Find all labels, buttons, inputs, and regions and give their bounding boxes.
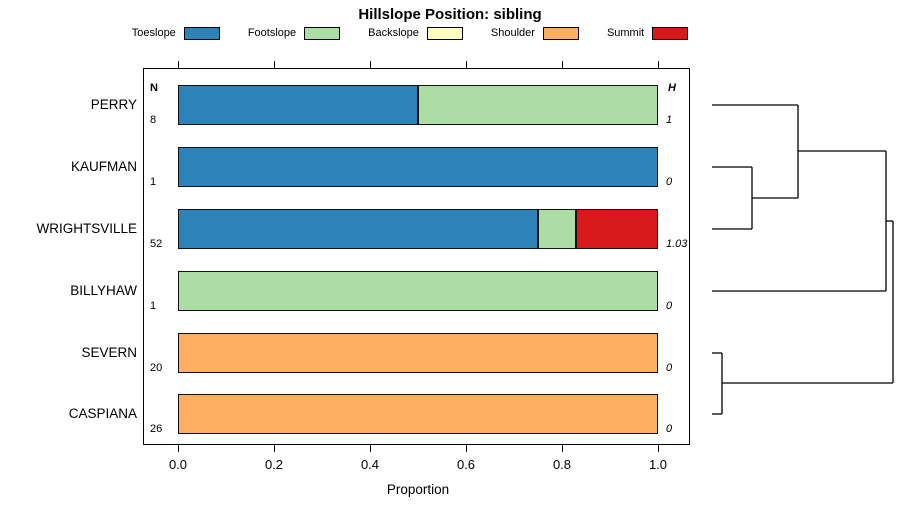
x-tick-label: 0.2	[264, 457, 284, 472]
h-value: 0	[666, 176, 673, 188]
legend-item: Shoulder	[490, 26, 579, 40]
bar-segment-footslope	[178, 271, 658, 311]
legend-swatch-backslope	[426, 26, 463, 40]
chart-title: Hillslope Position: sibling	[358, 6, 542, 23]
axis-tick-bottom	[370, 445, 371, 452]
n-value: 1	[150, 176, 157, 188]
legend-swatch-summit	[652, 26, 689, 40]
legend-item: Summit	[606, 26, 689, 40]
h-value: 1	[666, 114, 673, 126]
x-axis-title: Proportion	[386, 482, 450, 497]
x-tick-label: 0.4	[360, 457, 380, 472]
axis-tick-bottom	[274, 445, 275, 452]
axis-tick-top	[370, 61, 371, 68]
legend-item: Toeslope	[131, 26, 220, 40]
row-label: KAUFMAN	[70, 159, 137, 174]
n-value: 26	[150, 423, 163, 435]
bar-segment-toeslope	[178, 85, 418, 125]
legend-label: Backslope	[368, 27, 419, 39]
n-value: 8	[150, 114, 157, 126]
bar-segment-shoulder	[178, 333, 658, 373]
axis-tick-top	[658, 61, 659, 68]
axis-tick-top	[562, 61, 563, 68]
n-value: 1	[150, 300, 157, 312]
row-label: SEVERN	[81, 345, 137, 360]
h-value: 0	[666, 362, 673, 374]
legend-label: Toeslope	[131, 27, 176, 39]
n-value: 52	[150, 238, 163, 250]
h-value: 0	[666, 300, 673, 312]
legend-item: Backslope	[368, 26, 463, 40]
bar-segment-summit	[576, 209, 658, 249]
bar-segment-toeslope	[178, 147, 658, 187]
x-tick-label: 0.8	[552, 457, 572, 472]
n-column-header: N	[150, 82, 158, 94]
legend-label: Summit	[606, 27, 645, 39]
row-label: WRIGHTSVILLE	[36, 221, 137, 236]
legend-item: Footslope	[247, 26, 341, 40]
x-tick-label: 1.0	[648, 457, 668, 472]
axis-tick-bottom	[658, 445, 659, 452]
bar-segment-footslope	[418, 85, 658, 125]
bar-segment-footslope	[538, 209, 577, 249]
legend-swatch-shoulder	[542, 26, 579, 40]
n-value: 20	[150, 362, 163, 374]
legend: Toeslope Footslope Backslope Shoulder Summit	[110, 24, 710, 42]
bar-segment-toeslope	[178, 209, 538, 249]
row-label: CASPIANA	[68, 406, 137, 421]
axis-tick-top	[274, 61, 275, 68]
legend-label: Footslope	[247, 27, 297, 39]
axis-tick-bottom	[178, 445, 179, 452]
row-label: PERRY	[90, 97, 137, 112]
axis-tick-bottom	[562, 445, 563, 452]
bar-segment-shoulder	[178, 394, 658, 434]
legend-swatch-footslope	[304, 26, 341, 40]
x-tick-label: 0.0	[168, 457, 188, 472]
axis-tick-top	[178, 61, 179, 68]
x-tick-label: 0.6	[456, 457, 476, 472]
h-column-header: H	[668, 82, 676, 94]
axis-tick-bottom	[466, 445, 467, 452]
h-value: 1.03	[666, 238, 688, 250]
legend-label: Shoulder	[490, 27, 535, 39]
h-value: 0	[666, 423, 673, 435]
row-label: BILLYHAW	[70, 283, 137, 298]
plot-area	[143, 68, 690, 445]
legend-swatch-toeslope	[183, 26, 220, 40]
axis-tick-top	[466, 61, 467, 68]
